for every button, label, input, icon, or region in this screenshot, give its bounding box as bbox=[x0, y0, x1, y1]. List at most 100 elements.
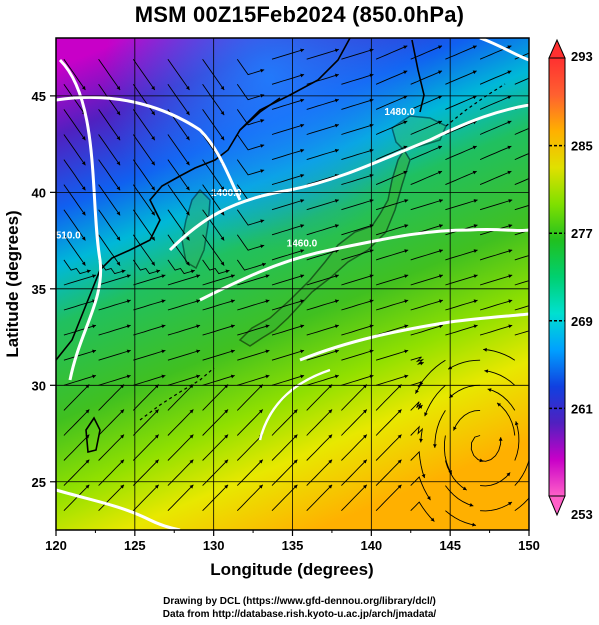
streamline bbox=[306, 199, 339, 211]
streamline bbox=[341, 99, 374, 110]
contour-line bbox=[56, 488, 181, 530]
streamline bbox=[98, 184, 121, 216]
streamline-arrowhead bbox=[185, 136, 190, 141]
streamline bbox=[63, 299, 97, 311]
streamline-arrowhead bbox=[300, 148, 305, 153]
streamline bbox=[271, 274, 305, 286]
streamline-arrowhead bbox=[438, 249, 443, 253]
colorbar-ticks: 293 285 277 269 261 253 bbox=[549, 49, 593, 522]
contour-label: 1510.0 bbox=[50, 231, 81, 242]
colorbar-label: 261 bbox=[571, 401, 593, 416]
streamline bbox=[63, 324, 97, 336]
streamline-arrowhead bbox=[260, 219, 265, 224]
streamline-arrowhead bbox=[261, 262, 266, 267]
streamline bbox=[167, 84, 190, 116]
streamline bbox=[487, 388, 516, 411]
streamline bbox=[375, 45, 408, 60]
streamline bbox=[375, 70, 408, 85]
streamline bbox=[167, 134, 190, 166]
streamline bbox=[306, 349, 339, 361]
streamline-arrowhead bbox=[403, 95, 408, 100]
streamline-arrowhead bbox=[542, 45, 546, 49]
streamline-arrowhead bbox=[293, 434, 298, 439]
streamline-arrowhead bbox=[116, 161, 121, 166]
streamline bbox=[202, 324, 235, 336]
streamline-arrowhead bbox=[334, 274, 339, 278]
streamline-arrowhead bbox=[196, 349, 201, 354]
streamline bbox=[98, 58, 121, 91]
streamline bbox=[480, 501, 513, 512]
streamline bbox=[375, 459, 402, 486]
streamline-arrowhead bbox=[293, 459, 298, 464]
streamline bbox=[271, 199, 305, 211]
streamline bbox=[63, 375, 97, 386]
coastline-taiwan bbox=[85, 416, 101, 454]
streamline bbox=[133, 375, 166, 386]
streamline bbox=[306, 384, 333, 411]
streamline-arrowhead bbox=[397, 459, 402, 464]
streamline bbox=[341, 459, 368, 486]
streamline-arrowhead bbox=[300, 299, 305, 304]
streamline-arrowhead bbox=[151, 211, 155, 216]
streamline bbox=[133, 349, 166, 361]
streamline-arrowhead bbox=[220, 111, 225, 116]
streamline bbox=[236, 109, 265, 126]
streamline-arrowhead bbox=[543, 224, 547, 228]
streamline-arrowhead bbox=[334, 324, 339, 329]
streamline-arrowhead bbox=[151, 136, 155, 141]
streamline-arrowhead bbox=[403, 70, 408, 75]
coastline-kurils bbox=[445, 83, 506, 127]
streamline bbox=[480, 437, 502, 462]
streamline-arrowhead bbox=[120, 409, 125, 414]
streamline bbox=[341, 324, 374, 336]
streamline bbox=[341, 409, 368, 436]
streamline bbox=[132, 434, 160, 461]
streamline-arrowhead bbox=[265, 374, 270, 379]
streamline-arrowhead bbox=[507, 95, 512, 100]
streamline bbox=[98, 234, 121, 266]
streamline bbox=[202, 409, 229, 436]
streamline-arrowhead bbox=[224, 459, 229, 464]
contour-line bbox=[58, 58, 103, 381]
streamline bbox=[306, 99, 339, 110]
streamline-arrowhead bbox=[543, 199, 547, 203]
streamline bbox=[236, 84, 265, 101]
streamline-arrowhead bbox=[81, 261, 86, 266]
streamline bbox=[63, 274, 97, 286]
streamline bbox=[236, 459, 264, 486]
streamline bbox=[63, 159, 86, 191]
streamline bbox=[480, 472, 511, 487]
streamline bbox=[306, 249, 339, 261]
streamline bbox=[445, 299, 478, 311]
streamline bbox=[63, 384, 90, 411]
streamline-arrowhead bbox=[473, 324, 478, 329]
streamline bbox=[514, 458, 529, 486]
streamline-arrowhead bbox=[432, 444, 437, 448]
streamline-arrowhead bbox=[224, 409, 229, 414]
streamline bbox=[410, 95, 443, 110]
streamline bbox=[98, 349, 131, 361]
x-tick-label: 145 bbox=[439, 538, 461, 553]
streamline bbox=[271, 324, 305, 336]
streamline-arrowhead bbox=[328, 484, 333, 489]
streamline bbox=[341, 74, 374, 85]
streamline bbox=[98, 484, 125, 512]
streamline bbox=[479, 199, 513, 211]
streamline bbox=[479, 324, 513, 336]
streamline bbox=[63, 58, 86, 91]
x-axis-ticks: 120 125 130 135 140 145 150 bbox=[45, 530, 540, 553]
streamline bbox=[514, 153, 529, 161]
streamline bbox=[271, 224, 305, 236]
streamline bbox=[167, 234, 190, 266]
streamline-arrowhead bbox=[300, 249, 305, 253]
streamline-arrowhead bbox=[542, 121, 546, 125]
streamline-arrowhead bbox=[404, 324, 409, 329]
streamline-arrowhead bbox=[161, 274, 166, 278]
streamline-arrowhead bbox=[116, 111, 121, 116]
streamline-arrowhead bbox=[185, 236, 190, 241]
streamline-arrowhead bbox=[438, 145, 443, 150]
streamline-arrowhead bbox=[185, 261, 190, 266]
streamline-arrowhead bbox=[472, 45, 477, 49]
streamline bbox=[63, 484, 90, 512]
streamline bbox=[306, 299, 339, 311]
